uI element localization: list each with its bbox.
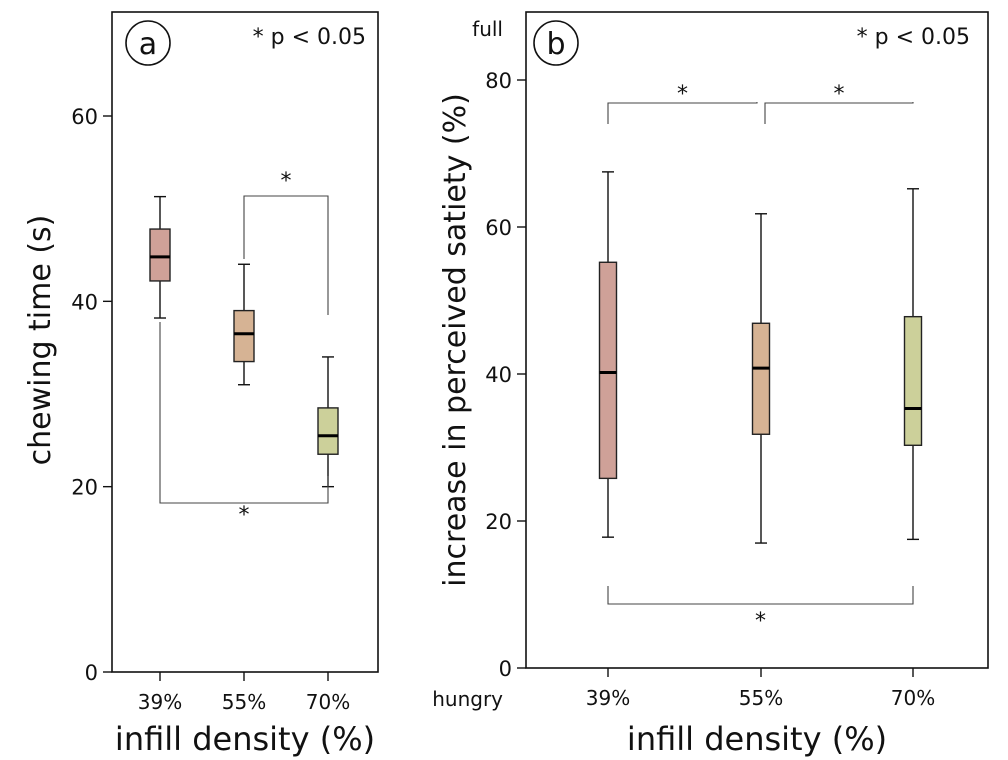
significance-bracket (607, 102, 758, 124)
x-axis-label: infill density (%) (627, 720, 887, 758)
significance-note: * p < 0.05 (857, 25, 970, 50)
significance-bracket (607, 586, 914, 605)
x-tick-label: 39% (138, 690, 182, 714)
box-iqr (751, 322, 771, 435)
x-tick-label: 70% (891, 686, 935, 710)
box-iqr (598, 261, 618, 480)
x-tick-label: 70% (306, 690, 350, 714)
y-tick-label: 20 (485, 510, 512, 534)
y-tick-label: 0 (499, 657, 512, 681)
y-top-annotation: full (472, 17, 503, 41)
panel-label: b (546, 27, 565, 62)
y-tick-label: 60 (71, 105, 98, 129)
panel-label-circle (533, 20, 579, 66)
y-axis-label: increase in perceived satiety (%) (438, 93, 473, 587)
x-tick-label: 55% (222, 690, 266, 714)
panel-label-circle (125, 20, 171, 66)
significance-star: * (755, 609, 766, 634)
box-iqr (149, 228, 171, 282)
box-iqr (233, 309, 255, 363)
significance-star: * (834, 82, 845, 107)
y-tick-label: 80 (485, 69, 512, 93)
x-tick-label: 39% (586, 686, 630, 710)
x-axis-label: infill density (%) (115, 720, 375, 758)
significance-star: * (239, 503, 250, 528)
significance-star: * (281, 169, 292, 194)
x-tick-label: 55% (739, 686, 783, 710)
plot-frame (111, 11, 379, 673)
significance-bracket (159, 322, 329, 504)
y-bottom-annotation: hungry (432, 687, 503, 711)
box-iqr (317, 407, 339, 455)
y-tick-label: 40 (485, 363, 512, 387)
significance-note: * p < 0.05 (253, 25, 366, 50)
significance-bracket (764, 102, 914, 124)
significance-star: * (677, 82, 688, 107)
y-tick-label: 20 (71, 476, 98, 500)
significance-bracket (243, 195, 329, 315)
plot-frame (525, 11, 989, 669)
panel-label: a (139, 27, 157, 62)
panel-b: 0 20 40 60 80 39% 55% 70%infill density (%) incr… (432, 11, 989, 758)
y-tick-label: 40 (71, 290, 98, 314)
y-tick-label: 0 (85, 661, 98, 685)
box-iqr (903, 315, 923, 446)
panel-a: 0 20 40 60 39% 55% 70% infill density (%) chewin… (23, 11, 379, 758)
y-tick-label: 60 (485, 216, 512, 240)
y-axis-label: chewing time (s) (23, 215, 58, 466)
